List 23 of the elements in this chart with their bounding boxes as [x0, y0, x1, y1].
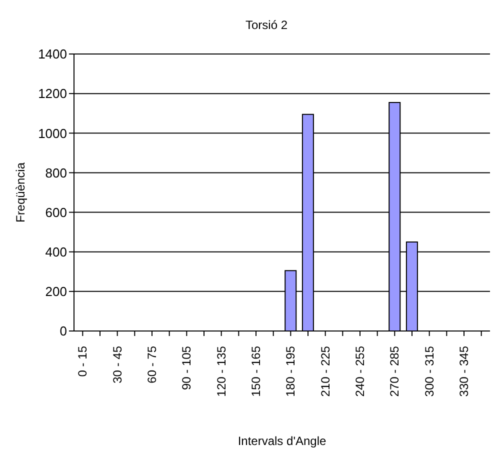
chart-title: Torsió 2 [244, 17, 289, 34]
x-tick-label: 0 - 15 [76, 346, 90, 377]
x-axis-title: Intervals d'Angle [238, 434, 326, 448]
y-axis-title: Freqüència [13, 162, 28, 223]
x-tick-label: 30 - 45 [110, 346, 124, 384]
y-tick-label: 800 [45, 165, 67, 180]
y-tick-label: 600 [45, 204, 67, 220]
x-tick-label: 150 - 165 [249, 346, 263, 397]
y-tick-label: 400 [45, 244, 67, 260]
x-tick-label: 300 - 315 [422, 346, 436, 397]
x-tick-label: 180 - 195 [284, 346, 298, 397]
y-tick-label: 1000 [38, 126, 67, 141]
y-tick-label: 0 [60, 324, 67, 339]
x-tick-label: 270 - 285 [388, 346, 402, 397]
y-tick-label: 1400 [38, 46, 67, 62]
x-tick-label: 90 - 105 [180, 346, 194, 390]
x-tick-label: 330 - 345 [457, 346, 471, 397]
y-tick-label: 200 [45, 284, 67, 300]
x-tick-label: 240 - 255 [353, 346, 367, 397]
y-tick-label: 1200 [38, 86, 67, 102]
x-tick-label: 120 - 135 [214, 346, 228, 397]
x-tick-label: 60 - 75 [145, 346, 159, 384]
x-tick-label: 210 - 225 [318, 346, 332, 397]
